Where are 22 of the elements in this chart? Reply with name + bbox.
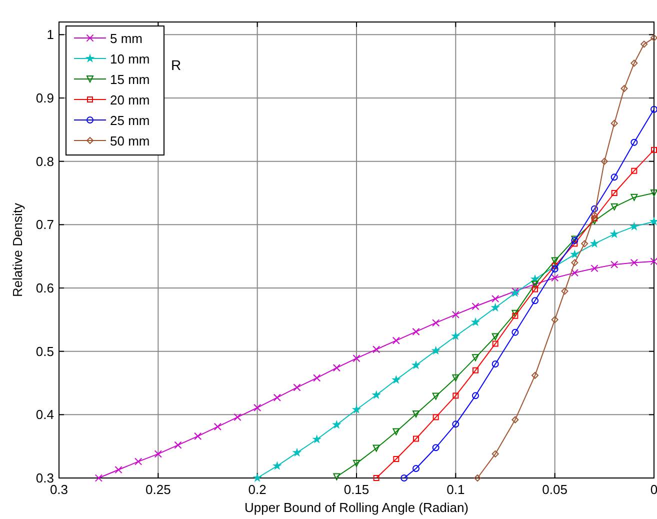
legend-label: 5 mm <box>110 31 142 46</box>
y-tick-label: 0.9 <box>36 90 54 106</box>
y-axis-title: Relative Density <box>10 202 25 297</box>
y-tick-label: 0.8 <box>36 154 54 169</box>
x-tick-label: 0.1 <box>446 482 465 497</box>
x-tick-label: 0.25 <box>146 482 171 497</box>
y-tick-label: 0.7 <box>36 217 54 232</box>
x-axis-title: Upper Bound of Rolling Angle (Radian) <box>244 500 469 515</box>
y-tick-label: 0.6 <box>36 280 54 296</box>
y-tick-label: 1 <box>46 27 54 42</box>
y-tick-label: 0.5 <box>36 344 54 359</box>
x-tick-label: 0 <box>650 482 657 497</box>
legend-label: 15 mm <box>110 72 150 87</box>
legend-label: 10 mm <box>110 52 150 66</box>
x-tick-label: 0.05 <box>542 482 568 497</box>
y-tick-label: 0.4 <box>36 407 54 422</box>
annotation: R <box>171 57 182 73</box>
legend-label: 20 mm <box>110 92 150 108</box>
legend-label: 25 mm <box>110 113 150 128</box>
x-tick-label: 0.15 <box>344 482 370 497</box>
x-tick-label: 0.2 <box>248 482 266 497</box>
legend-label: 50 mm <box>110 134 150 148</box>
